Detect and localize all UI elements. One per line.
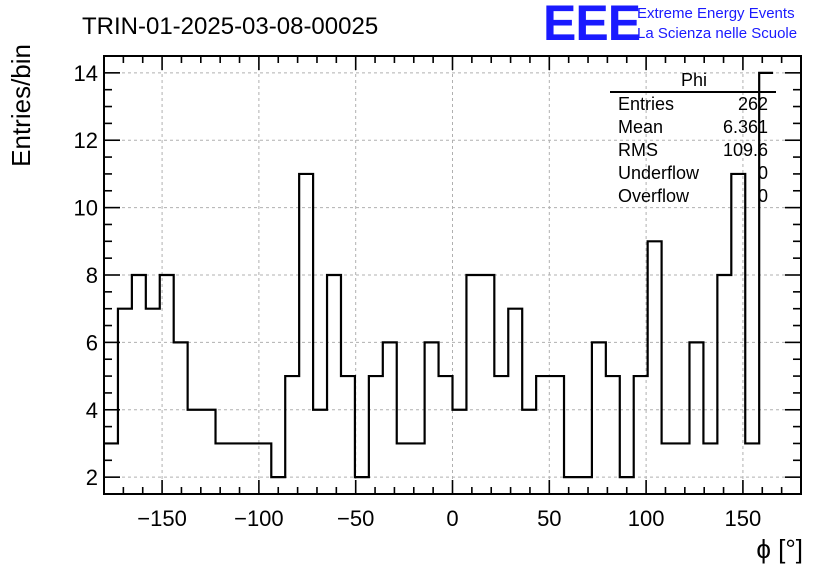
stats-value-overflow: 0 <box>758 186 768 206</box>
stats-label-overflow: Overflow <box>618 186 690 206</box>
stats-box: Phi Entries 262 Mean 6.361 RMS 109.6 Und… <box>610 70 776 206</box>
stats-label-rms: RMS <box>618 140 658 160</box>
y-tick-label: 8 <box>86 263 98 288</box>
y-tick-label: 6 <box>86 330 98 355</box>
stats-value-entries: 262 <box>738 94 768 114</box>
y-tick-label: 12 <box>74 128 98 153</box>
y-tick-labels: 2 4 6 8 10 12 14 <box>74 61 98 490</box>
x-tick-label: 50 <box>537 506 561 531</box>
x-tick-label: 100 <box>628 506 665 531</box>
x-tick-label: −150 <box>137 506 187 531</box>
logo-mark: EEE <box>543 0 640 51</box>
x-tick-label: 150 <box>725 506 762 531</box>
stats-value-underflow: 0 <box>758 163 768 183</box>
stats-title: Phi <box>681 70 707 90</box>
x-tick-label: 0 <box>446 506 458 531</box>
logo-line-1: Extreme Energy Events <box>637 5 795 22</box>
y-axis-title: Entries/bin <box>6 44 36 167</box>
chart-title: TRIN-01-2025-03-08-00025 <box>82 13 378 40</box>
stats-label-mean: Mean <box>618 117 663 137</box>
grid-lines <box>104 56 801 494</box>
axis-ticks <box>104 55 802 495</box>
logo-line-2: La Scienza nelle Scuole <box>637 25 797 42</box>
y-tick-label: 14 <box>74 61 98 86</box>
x-tick-label: −100 <box>234 506 284 531</box>
y-tick-label: 10 <box>74 196 98 221</box>
histogram-outline <box>104 71 774 479</box>
stats-value-mean: 6.361 <box>723 117 768 137</box>
x-tick-label: −50 <box>337 506 374 531</box>
stats-label-underflow: Underflow <box>618 163 700 183</box>
plot-frame <box>103 55 802 495</box>
y-tick-label: 2 <box>86 465 98 490</box>
eee-logo: EEE Extreme Energy Events La Scienza nel… <box>543 0 797 51</box>
x-tick-labels: −150 −100 −50 0 50 100 150 <box>137 506 761 531</box>
x-axis-title: ϕ [°] <box>756 534 803 564</box>
stats-label-entries: Entries <box>618 94 674 114</box>
stats-value-rms: 109.6 <box>723 140 768 160</box>
y-tick-label: 4 <box>86 398 98 423</box>
